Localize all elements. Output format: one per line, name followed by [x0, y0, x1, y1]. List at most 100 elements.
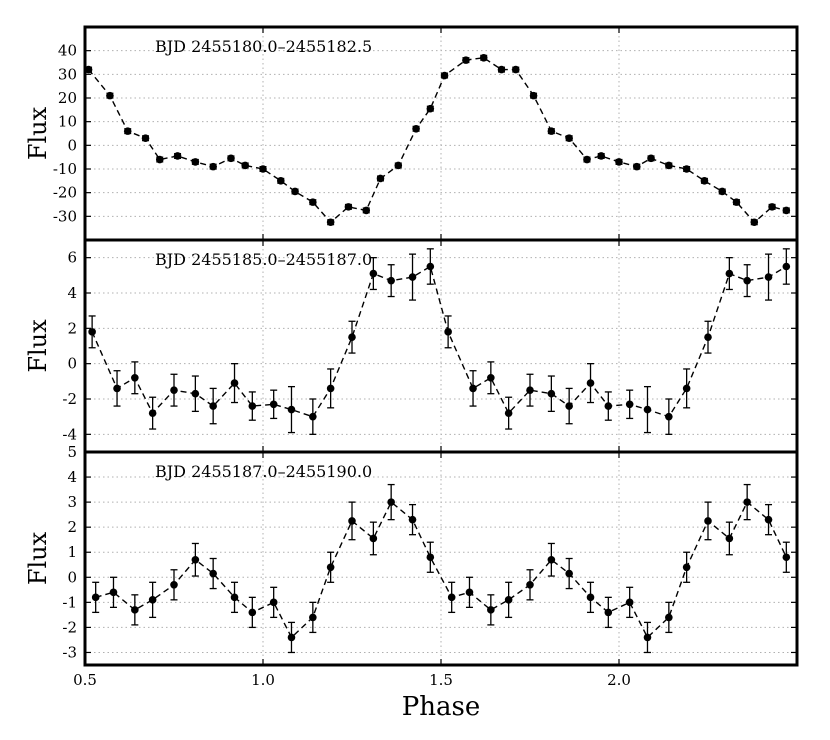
data-point: [479, 53, 488, 62]
data-point: [369, 269, 378, 278]
y-tick-label: 30: [58, 65, 77, 83]
panel-title: BJD 2455187.0–2455190.0: [155, 462, 372, 481]
y-tick-label: 0: [67, 568, 77, 586]
data-point: [369, 534, 378, 543]
data-point: [682, 563, 691, 572]
data-point: [704, 333, 712, 341]
data-point: [547, 389, 556, 398]
data-point: [704, 517, 712, 525]
data-point: [131, 374, 139, 382]
data-point: [547, 555, 556, 564]
data-point: [408, 273, 417, 281]
data-point: [241, 161, 249, 170]
data-point: [583, 155, 591, 164]
data-point: [665, 412, 673, 421]
y-tick-label: 6: [67, 249, 77, 267]
data-point: [462, 56, 470, 64]
data-point: [344, 203, 353, 211]
data-point: [88, 328, 96, 336]
data-point: [504, 409, 513, 417]
data-point: [643, 405, 652, 414]
y-tick-label: -30: [53, 207, 77, 225]
data-point: [106, 91, 114, 100]
data-point: [682, 165, 691, 173]
x-tick-label: 2.0: [607, 671, 631, 689]
data-point: [91, 593, 100, 602]
data-point: [565, 569, 573, 578]
data-point: [141, 134, 150, 143]
y-tick-label: 3: [67, 493, 77, 511]
data-point: [615, 158, 623, 166]
data-point: [309, 198, 317, 206]
data-point: [131, 606, 139, 614]
data-point: [170, 581, 178, 589]
data-point: [625, 598, 634, 607]
data-point: [426, 553, 435, 562]
data-point: [387, 498, 395, 506]
y-tick-label: 40: [58, 42, 77, 60]
data-point: [426, 262, 435, 271]
data-point: [732, 198, 741, 206]
x-axis-label: Phase: [402, 692, 480, 722]
panel-title: BJD 2455180.0–2455182.5: [155, 37, 372, 56]
data-point: [209, 162, 217, 171]
data-point: [148, 409, 157, 417]
data-point: [440, 71, 449, 80]
y-tick-label: 2: [67, 518, 77, 536]
y-tick-label: 20: [58, 89, 77, 107]
data-point: [782, 262, 791, 271]
x-tick-label: 1.0: [251, 671, 275, 689]
data-point: [148, 596, 157, 604]
data-point: [291, 187, 299, 196]
data-point: [665, 613, 673, 622]
x-tick-label: 0.5: [73, 671, 97, 689]
data-point: [465, 588, 474, 597]
data-point: [309, 613, 317, 622]
data-point: [700, 177, 709, 185]
data-point: [743, 276, 751, 285]
data-point: [230, 593, 239, 602]
data-point: [309, 412, 317, 421]
data-point: [526, 386, 534, 394]
data-point: [633, 162, 641, 171]
data-point: [586, 593, 595, 602]
data-point: [269, 400, 278, 409]
x-tick-label: 1.5: [429, 671, 453, 689]
data-point: [109, 588, 118, 597]
y-tick-label: -4: [62, 425, 77, 443]
data-point: [277, 177, 285, 185]
data-point: [647, 154, 655, 163]
data-point: [604, 608, 613, 617]
data-point: [412, 124, 420, 133]
data-point: [497, 65, 506, 74]
y-tick-label: -1: [62, 593, 77, 611]
data-point: [597, 152, 605, 160]
data-point: [447, 593, 456, 602]
data-point: [565, 402, 573, 410]
data-point: [269, 598, 278, 607]
data-point: [259, 165, 267, 173]
data-point: [209, 569, 217, 578]
data-point: [526, 581, 534, 589]
series-line: [88, 57, 787, 224]
data-point: [170, 386, 178, 394]
y-axis-label: Flux: [24, 531, 52, 585]
y-tick-label: 4: [67, 284, 77, 302]
data-point: [604, 402, 613, 410]
y-tick-label: -20: [53, 184, 77, 202]
y-tick-label: 5: [67, 443, 77, 461]
data-point: [682, 384, 691, 393]
data-point: [348, 333, 356, 341]
y-axis-label: Flux: [24, 106, 52, 160]
data-point: [469, 384, 477, 393]
y-tick-label: 10: [58, 113, 77, 131]
data-point: [173, 152, 182, 160]
y-axis-label: Flux: [24, 319, 52, 373]
data-point: [387, 276, 395, 285]
data-point: [348, 517, 356, 525]
y-tick-label: -2: [62, 618, 77, 636]
data-point: [191, 555, 200, 564]
data-point: [725, 534, 734, 543]
data-point: [227, 154, 235, 163]
